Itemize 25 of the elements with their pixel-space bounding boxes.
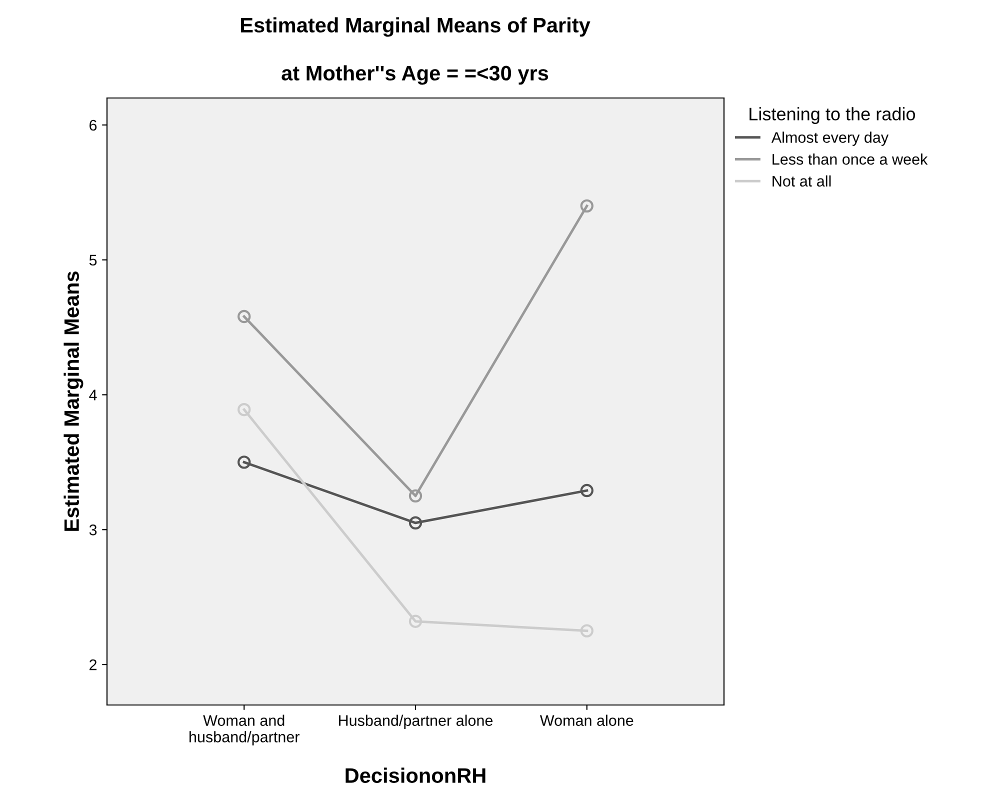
point [580, 199, 594, 213]
x-tick-label: Woman and husband/partner [190, 714, 300, 746]
point [238, 310, 251, 324]
x-tick-label: Husband/partner alone [339, 714, 493, 729]
x-axis-title: DecisiononRH [346, 768, 486, 783]
legend-label: Almost every day [771, 132, 889, 146]
y-axis-title: Estimated Marginal Means [64, 272, 84, 531]
y-tick-label: 5 [89, 254, 97, 266]
point [580, 484, 594, 498]
legend-label: Not at all [772, 175, 831, 187]
y-tick-label: 4 [89, 390, 97, 400]
point [580, 624, 594, 638]
chart-subtitle: at Mother''s Age = =<30 yrs [282, 65, 548, 85]
point [238, 456, 251, 469]
point [238, 402, 251, 416]
legend-label: Less than once a week [772, 154, 928, 165]
chart-title: Estimated Marginal Means of Parity [241, 17, 590, 37]
x-tick-label: Woman alone [540, 714, 634, 726]
y-tick-label: 6 [90, 120, 97, 131]
point [408, 516, 422, 530]
legend-title: Listening to the radio [750, 107, 916, 124]
y-tick-label: 3 [89, 524, 97, 536]
point [408, 614, 422, 628]
point [408, 489, 422, 503]
y-tick-label: 2 [90, 659, 97, 670]
